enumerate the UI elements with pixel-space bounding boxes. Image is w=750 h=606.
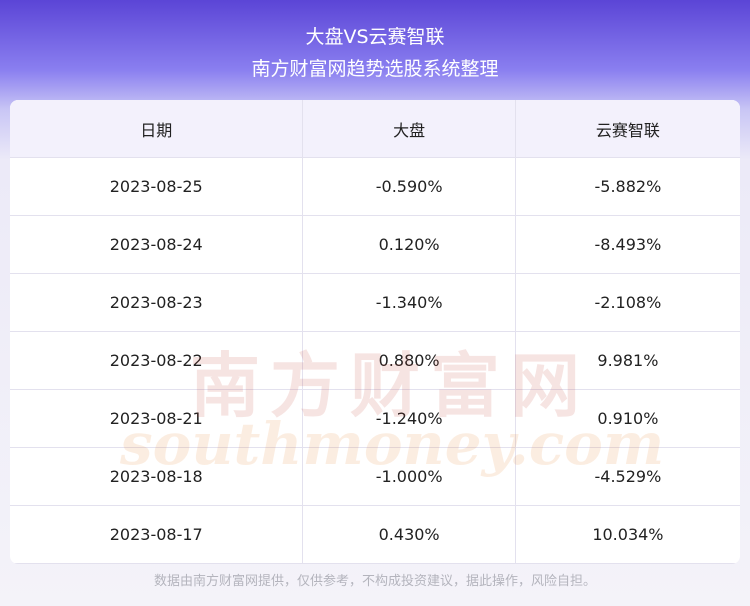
table-cell: -8.493%	[515, 215, 740, 274]
table-cell: 9.981%	[515, 331, 740, 390]
table-row: 2023-08-25 -0.590% -5.882%	[10, 157, 740, 216]
table-cell: 2023-08-22	[10, 331, 304, 390]
table-cell: -4.529%	[515, 447, 740, 506]
table-row: 2023-08-24 0.120% -8.493%	[10, 215, 740, 274]
table-row: 2023-08-22 0.880% 9.981%	[10, 331, 740, 390]
header-row: 日期 大盘 云赛智联	[10, 100, 740, 158]
table-cell: 2023-08-25	[10, 157, 304, 216]
table-cell: 0.910%	[515, 389, 740, 448]
table-row: 2023-08-17 0.430% 10.034%	[10, 505, 740, 564]
table-cell: -0.590%	[302, 157, 516, 216]
table-cell: -2.108%	[515, 273, 740, 332]
table-cell: -5.882%	[515, 157, 740, 216]
data-table: 日期 大盘 云赛智联 2023-08-25 -0.590% -5.882% 2023-08…	[10, 100, 740, 564]
table-row: 2023-08-23 -1.340% -2.108%	[10, 273, 740, 332]
footer-note: 数据由南方财富网提供，仅供参考，不构成投资建议，据此操作，风险自担。	[153, 574, 596, 589]
table-body: 2023-08-25 -0.590% -5.882% 2023-08-24 0.120%…	[10, 157, 740, 564]
table-cell: 2023-08-23	[10, 273, 304, 332]
table-row: 2023-08-21 -1.240% 0.910%	[10, 389, 740, 448]
table-cell: 2023-08-21	[10, 389, 304, 448]
table-cell: 2023-08-24	[10, 215, 304, 274]
table-cell: -1.340%	[302, 273, 516, 332]
table-cell: 2023-08-18	[10, 447, 304, 506]
subtitle: 南方财富网趋势选股系统整理	[251, 58, 499, 80]
table-cell: 2023-08-17	[10, 505, 304, 564]
title: 大盘VS云赛智联	[305, 26, 445, 48]
table-cell: 0.430%	[302, 505, 516, 564]
table-cell: 0.120%	[302, 215, 516, 274]
table-row: 2023-08-18 -1.000% -4.529%	[10, 447, 740, 506]
table-cell: 0.880%	[302, 331, 516, 390]
column-header: 日期	[10, 100, 304, 158]
table-cell: -1.240%	[302, 389, 516, 448]
column-header: 大盘	[302, 100, 516, 158]
table-cell: -1.000%	[302, 447, 516, 506]
column-header: 云赛智联	[515, 100, 740, 158]
table-cell: 10.034%	[515, 505, 740, 564]
